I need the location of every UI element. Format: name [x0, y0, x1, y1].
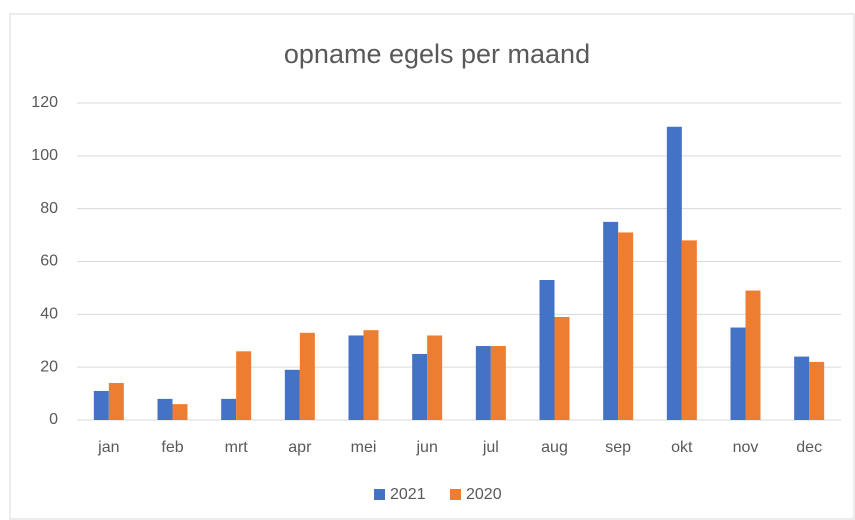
bar	[363, 330, 379, 420]
chart-border	[9, 13, 855, 520]
bar	[794, 356, 810, 420]
y-tick-label: 0	[49, 411, 58, 428]
bar	[554, 316, 570, 420]
x-tick-label: jan	[97, 439, 119, 456]
x-tick-label: okt	[671, 439, 693, 456]
bar	[809, 361, 825, 420]
bar	[221, 398, 237, 420]
bar	[108, 383, 124, 420]
bar	[284, 369, 300, 420]
chart-title: opname egels per maand	[284, 39, 590, 69]
bar	[603, 221, 619, 420]
x-tick-label: nov	[733, 439, 759, 456]
y-tick-label: 80	[40, 200, 58, 217]
bar	[618, 232, 634, 420]
x-tick-label: dec	[796, 439, 822, 456]
bar	[681, 240, 697, 420]
bar	[299, 332, 315, 420]
x-tick-label: mrt	[225, 439, 249, 456]
y-tick-label: 60	[40, 253, 58, 270]
x-tick-label: mei	[351, 439, 377, 456]
x-tick-label: aug	[541, 439, 568, 456]
x-tick-label: feb	[161, 439, 183, 456]
x-tick-label: jul	[482, 439, 499, 456]
bar	[236, 351, 252, 420]
bar	[348, 335, 364, 420]
legend-swatch	[374, 489, 385, 500]
legend-label: 2020	[466, 486, 502, 503]
bar	[730, 327, 746, 420]
y-tick-label: 40	[40, 306, 58, 323]
bar	[490, 346, 506, 420]
y-tick-label: 120	[31, 94, 58, 111]
y-tick-label: 100	[31, 147, 58, 164]
y-tick-label: 20	[40, 358, 58, 375]
x-tick-label: jun	[415, 439, 437, 456]
legend-label: 2021	[390, 486, 426, 503]
bar	[539, 279, 555, 420]
bar	[157, 398, 173, 420]
bar	[172, 404, 188, 420]
bar	[93, 390, 109, 420]
legend-swatch	[450, 489, 461, 500]
bar	[412, 353, 428, 420]
bar	[475, 346, 491, 420]
x-tick-label: apr	[288, 439, 312, 456]
bar	[666, 126, 682, 421]
bar	[745, 290, 761, 420]
x-tick-label: sep	[605, 439, 631, 456]
bar	[427, 335, 443, 420]
